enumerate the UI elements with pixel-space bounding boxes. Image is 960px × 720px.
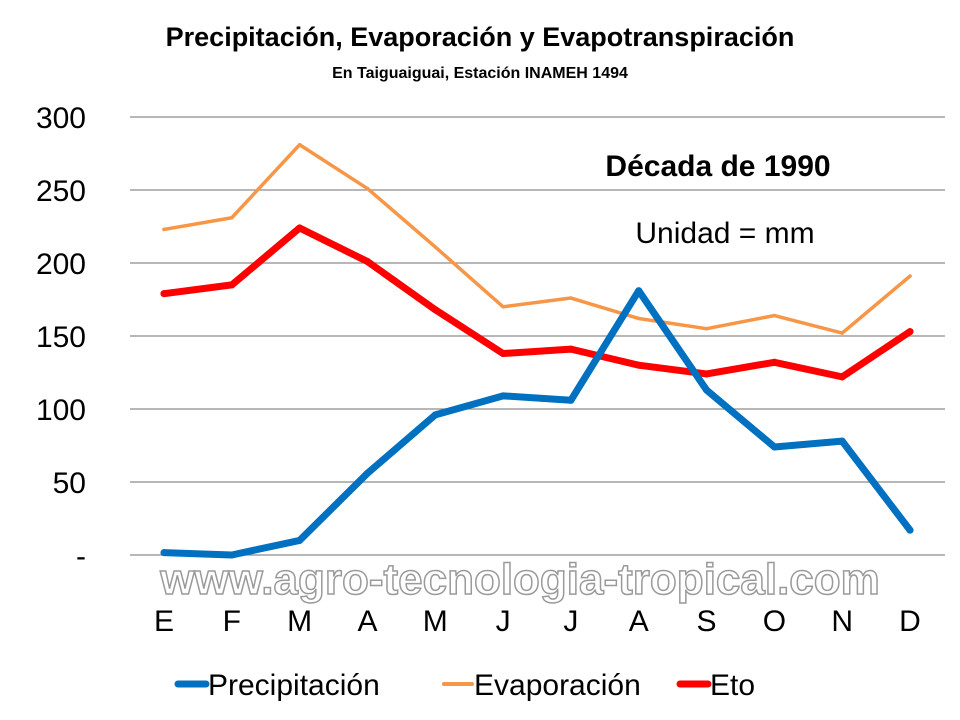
x-tick-label: J [563,605,578,638]
data-point [704,326,709,331]
data-point [162,227,166,232]
legend-item: Evaporación [442,669,641,702]
x-tick-label: M [287,605,312,638]
chart-title: Precipitación, Evaporación y Evapotransp… [166,22,795,52]
legend-label: Evaporación [474,669,641,702]
data-point [772,313,777,318]
legend-item: Eto [676,669,755,702]
data-point [363,469,371,477]
data-point [363,258,371,266]
data-point [906,328,914,336]
x-tick-label: O [763,605,786,638]
data-point [296,536,304,544]
data-point [228,551,236,559]
data-point [840,331,844,335]
y-tick-label: 250 [36,175,86,208]
data-point [635,361,643,369]
data-point [569,296,573,300]
data-point [431,306,439,314]
y-tick-label: 150 [36,321,86,354]
legend-label: Eto [710,669,755,702]
x-tick-label: A [357,605,377,638]
chart-subtitle: En Taiguaiguai, Estación INAMEH 1494 [332,65,628,82]
data-point [770,443,778,451]
x-tick-label: M [423,605,448,638]
data-point [433,245,438,249]
data-point [365,186,370,191]
data-point [431,411,439,419]
data-point [296,224,304,232]
y-tick-label: - [76,540,86,573]
series-line-precipitación [160,287,914,559]
data-point [501,305,505,309]
data-point [499,392,507,400]
data-point [838,437,846,445]
x-tick-label: A [629,605,649,638]
x-tick-label: J [496,605,511,638]
series-line-evaporación [162,142,912,335]
data-point [703,386,711,394]
data-point [567,396,575,404]
x-tick-label: N [831,605,853,638]
data-point [906,526,914,534]
y-tick-label: 50 [53,467,86,500]
x-tick-label: D [899,605,921,638]
annotation-unit: Unidad = mm [635,217,814,250]
y-tick-label: 300 [36,102,86,135]
data-point [636,316,641,321]
data-point [703,370,711,378]
y-tick-label: 200 [36,248,86,281]
y-tick-label: 100 [36,394,86,427]
data-point [567,345,575,353]
x-tick-label: E [154,605,174,638]
x-tick-label: F [223,605,241,638]
legend-item: Precipitación [174,669,380,702]
annotation-decade: Década de 1990 [605,150,830,183]
series-line-eto [160,224,914,381]
data-point [297,142,302,147]
data-point [160,549,168,557]
data-point [635,287,643,295]
data-point [160,290,168,298]
data-point [908,274,912,278]
data-point [230,215,234,220]
data-point [838,373,846,381]
data-point [228,281,236,289]
data-point [499,350,507,358]
watermark: www.agro-tecnologia-tropical.com [159,555,880,604]
x-tick-label: S [697,605,717,638]
data-point [770,358,778,366]
legend-label: Precipitación [208,669,380,702]
